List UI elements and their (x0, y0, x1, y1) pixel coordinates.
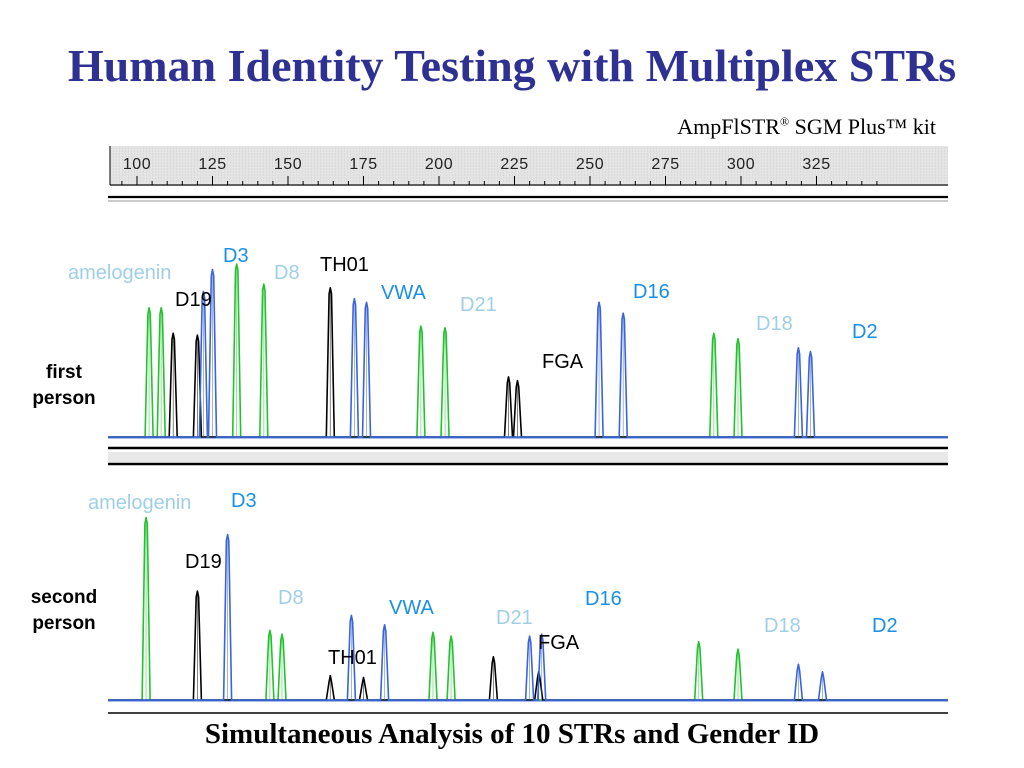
ruler-tick-label: 150 (273, 156, 303, 173)
ruler-tick-label: 300 (726, 156, 756, 173)
size-ruler (108, 146, 948, 202)
kit-name: AmpFlSTR (677, 114, 780, 139)
panel-second-person (108, 516, 948, 702)
row-label-second-line1: second (30, 587, 98, 608)
locus-label-d18: D18 (756, 313, 793, 335)
ruler-tick-label: 175 (349, 156, 378, 173)
trace-black (108, 590, 948, 701)
locus-label-d21: D21 (460, 294, 497, 316)
row-label-first: first person (18, 360, 110, 412)
kit-label: AmpFlSTR® SGM Plus™ kit (677, 114, 936, 140)
kit-suffix: SGM Plus™ kit (789, 114, 936, 139)
ruler-tick-label: 250 (575, 156, 605, 173)
ruler-tick-label: 325 (802, 156, 831, 173)
row-label-second: second person (18, 585, 110, 637)
locus-label-d21: D21 (496, 607, 533, 629)
ruler-tick-label: 225 (500, 156, 529, 173)
panel-first-person (108, 263, 948, 439)
slide-title: Human Identity Testing with Multiplex ST… (67, 40, 957, 91)
panel-dividers (108, 446, 948, 714)
locus-label-d8: D8 (274, 262, 300, 284)
locus-label-d3: D3 (231, 490, 257, 512)
locus-label-d19: D19 (175, 289, 212, 311)
divider-band (108, 452, 948, 462)
ruler-tick-label: 200 (424, 156, 454, 173)
ruler-tick-label: 275 (651, 156, 680, 173)
locus-label-d3: D3 (223, 245, 249, 267)
locus-label-d18: D18 (764, 615, 801, 637)
locus-label-vwa: VWA (389, 597, 434, 619)
locus-label-vwa: VWA (381, 282, 426, 304)
locus-label-d2: D2 (852, 321, 878, 343)
row-label-first-line1: first (46, 362, 82, 383)
locus-label-d2: D2 (872, 615, 898, 637)
row-label-first-line2: person (32, 388, 96, 409)
locus-label-amelogenin: amelogenin (68, 262, 172, 284)
ruler-background (110, 146, 948, 184)
locus-label-d16: D16 (633, 281, 670, 303)
ruler-tick-label: 100 (122, 156, 152, 173)
locus-label-d8: D8 (278, 587, 304, 609)
locus-label-fga: FGA (538, 632, 580, 654)
locus-label-th01: TH01 (328, 647, 377, 669)
locus-label-d19: D19 (185, 551, 222, 573)
ruler-tick-label: 125 (198, 156, 227, 173)
locus-label-th01: TH01 (320, 254, 369, 276)
trace-blue (108, 268, 948, 438)
trace-green (108, 263, 948, 438)
registered-mark: ® (779, 114, 790, 129)
slide-caption: Simultaneous Analysis of 10 STRs and Gen… (204, 718, 820, 750)
locus-label-fga: FGA (542, 351, 584, 373)
row-label-second-line2: person (32, 613, 96, 634)
locus-label-d16: D16 (585, 588, 622, 610)
locus-label-amelogenin: amelogenin (88, 492, 192, 514)
